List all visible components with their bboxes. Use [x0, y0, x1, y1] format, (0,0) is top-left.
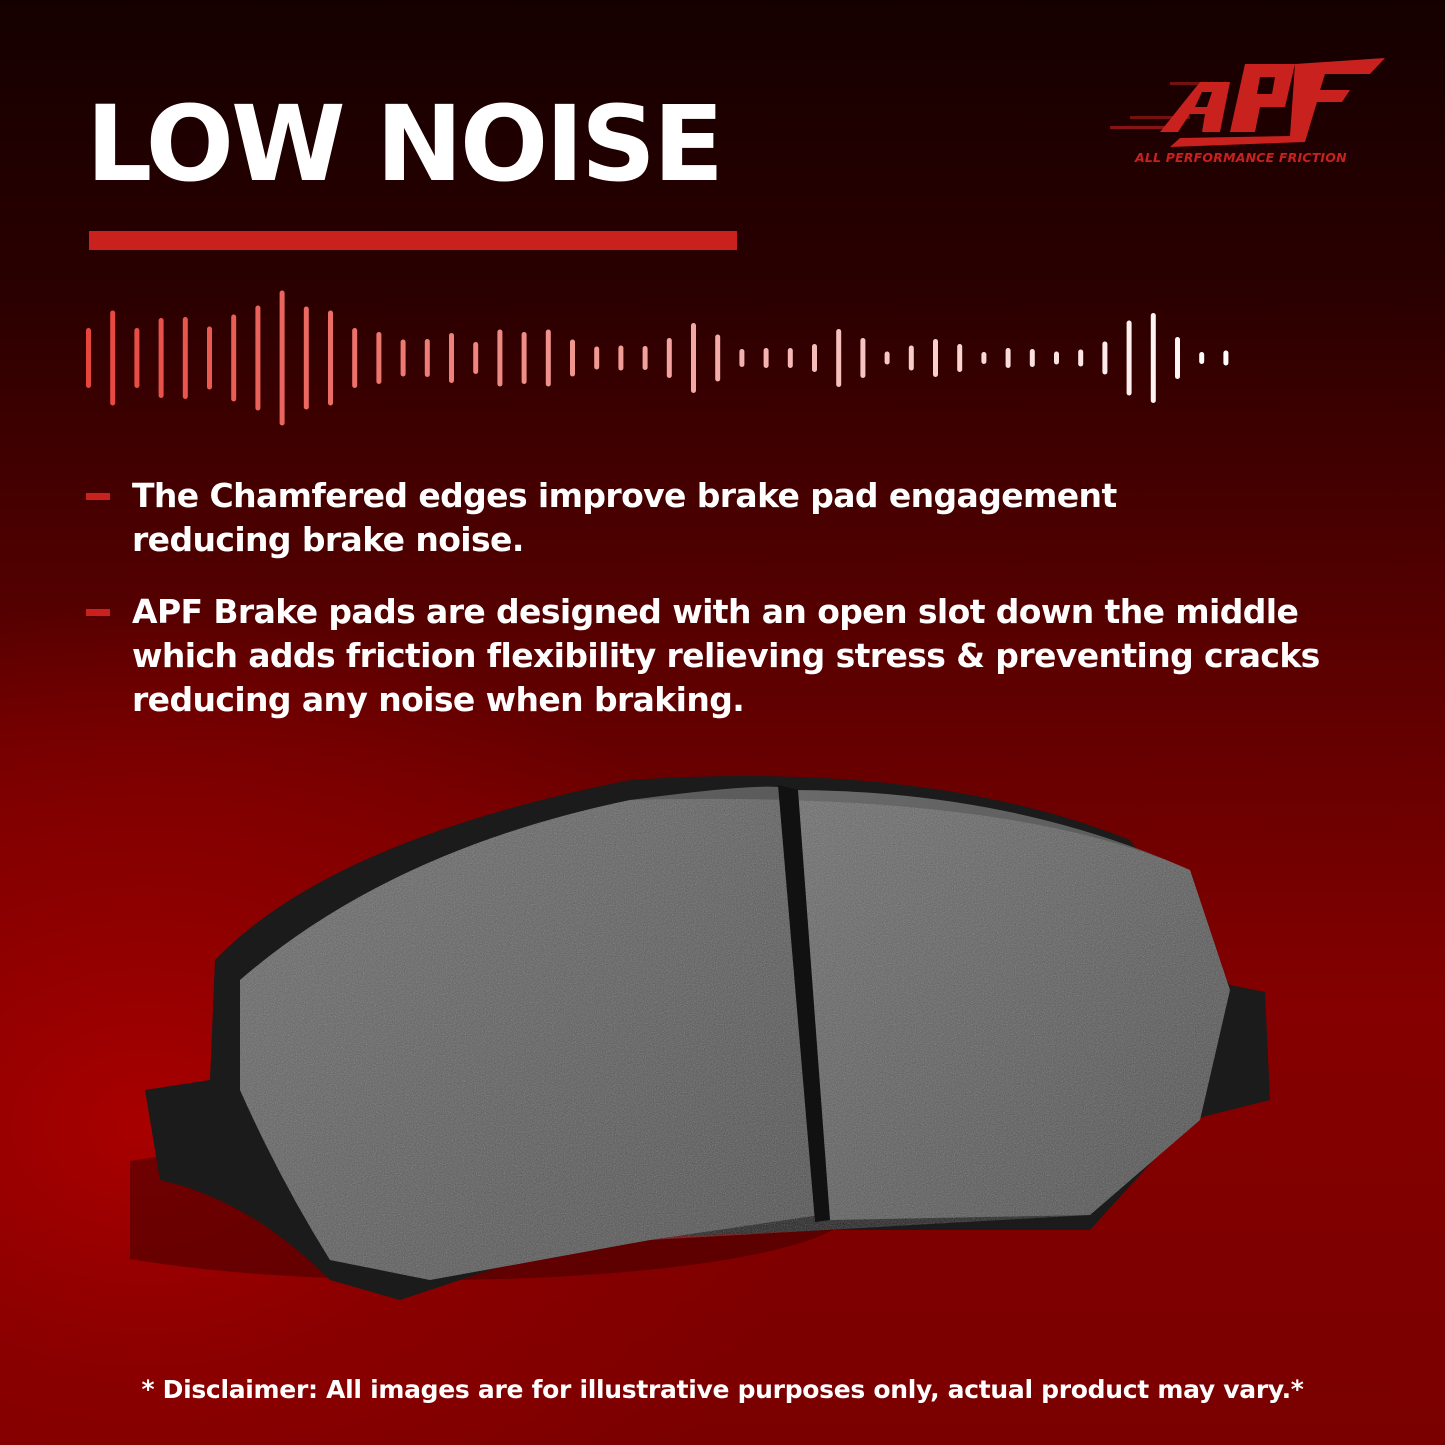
wave-bar [279, 290, 285, 426]
wave-bar [182, 317, 188, 399]
wave-bar [473, 342, 479, 374]
sound-wave-icon [86, 290, 1229, 426]
wave-bar [1150, 313, 1156, 403]
wave-bar [231, 314, 237, 402]
wave-bar [1005, 348, 1011, 368]
wave-bar [1029, 349, 1035, 367]
wave-bar [207, 326, 212, 390]
wave-bar [255, 305, 261, 411]
bullet-item: APF Brake pads are designed with an open… [86, 590, 1386, 722]
bullet-dash-icon [86, 493, 110, 500]
wave-bar [521, 332, 527, 384]
wave-bar [739, 349, 745, 367]
wave-bar [86, 328, 91, 388]
bullet-text: The Chamfered edges improve brake pad en… [132, 476, 1117, 559]
bullet-dash-icon [86, 609, 110, 616]
wave-bar [860, 338, 866, 378]
disclaimer: * Disclaimer: All images are for illustr… [141, 1375, 1304, 1404]
wave-bar [449, 333, 454, 383]
wave-bar [1175, 337, 1180, 379]
wave-bar [594, 346, 600, 370]
wave-bar [618, 345, 624, 371]
wave-bar [1126, 320, 1132, 396]
wave-bar [328, 310, 333, 406]
wave-bar [1199, 352, 1205, 364]
title-underline [89, 231, 737, 250]
wave-bar [1078, 349, 1084, 367]
wave-bar [1223, 350, 1229, 366]
page-title: LOW NOISE [86, 83, 724, 205]
wave-bar [570, 339, 575, 377]
wave-bar [642, 346, 648, 370]
wave-bar [691, 323, 696, 393]
wave-bar [110, 310, 116, 406]
wave-bar [812, 344, 817, 372]
wave-bar [715, 334, 721, 382]
wave-bar [836, 329, 842, 387]
wave-bar [158, 318, 164, 398]
brake-pad-image [130, 776, 1270, 1300]
bullet-text: APF Brake pads are designed with an open… [132, 592, 1320, 719]
wave-bar [497, 329, 503, 387]
wave-bar [933, 339, 938, 377]
wave-bar [1102, 341, 1108, 375]
wave-bar [908, 345, 914, 371]
wave-bar [763, 348, 769, 368]
brand-tagline: ALL PERFORMANCE FRICTION [1135, 150, 1347, 165]
bullet-item: The Chamfered edges improve brake pad en… [86, 474, 1386, 562]
wave-bar [666, 338, 672, 378]
apf-logo [1110, 58, 1385, 147]
wave-bar [352, 328, 358, 388]
wave-bar [376, 332, 382, 384]
wave-bar [957, 344, 963, 372]
wave-bar [303, 306, 309, 410]
wave-bar [884, 351, 890, 365]
wave-bar [134, 328, 140, 388]
wave-bar [787, 348, 793, 368]
wave-bar [424, 339, 430, 377]
wave-bar [400, 339, 406, 377]
wave-bar [981, 352, 987, 364]
wave-bar [1054, 351, 1059, 365]
wave-bar [545, 329, 551, 387]
